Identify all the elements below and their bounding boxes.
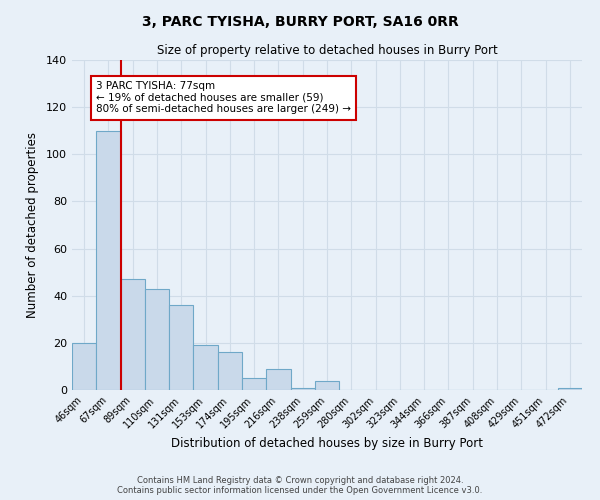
Bar bbox=[121, 279, 145, 390]
X-axis label: Distribution of detached houses by size in Burry Port: Distribution of detached houses by size … bbox=[171, 436, 483, 450]
Text: Contains public sector information licensed under the Open Government Licence v3: Contains public sector information licen… bbox=[118, 486, 482, 495]
Text: 3 PARC TYISHA: 77sqm
← 19% of detached houses are smaller (59)
80% of semi-detac: 3 PARC TYISHA: 77sqm ← 19% of detached h… bbox=[96, 81, 351, 114]
Bar bbox=[315, 380, 339, 390]
Bar bbox=[558, 388, 582, 390]
Bar bbox=[72, 343, 96, 390]
Bar bbox=[193, 345, 218, 390]
Text: Contains HM Land Registry data © Crown copyright and database right 2024.: Contains HM Land Registry data © Crown c… bbox=[137, 476, 463, 485]
Bar bbox=[266, 369, 290, 390]
Bar bbox=[96, 130, 121, 390]
Bar bbox=[290, 388, 315, 390]
Bar bbox=[145, 288, 169, 390]
Title: Size of property relative to detached houses in Burry Port: Size of property relative to detached ho… bbox=[157, 44, 497, 58]
Bar bbox=[169, 305, 193, 390]
Text: 3, PARC TYISHA, BURRY PORT, SA16 0RR: 3, PARC TYISHA, BURRY PORT, SA16 0RR bbox=[142, 15, 458, 29]
Bar bbox=[218, 352, 242, 390]
Y-axis label: Number of detached properties: Number of detached properties bbox=[26, 132, 39, 318]
Bar bbox=[242, 378, 266, 390]
